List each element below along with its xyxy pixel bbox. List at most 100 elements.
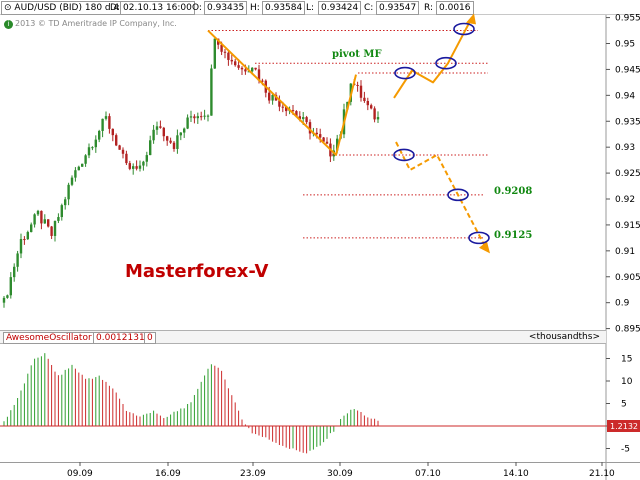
candle-body <box>193 116 196 119</box>
candle-body <box>70 177 74 185</box>
price-tick-label: 0.94 <box>615 91 635 101</box>
indicator-value: 0.0012131 <box>93 332 148 344</box>
price-tick-label: 0.915 <box>615 221 640 231</box>
bullish-arrowhead <box>466 13 476 25</box>
low-value: 0.93424 <box>318 1 362 15</box>
osc-tick-label: -5 <box>621 445 630 455</box>
candle-body <box>125 153 128 164</box>
price-tick-label: 0.935 <box>615 117 640 127</box>
candle-body <box>9 277 12 296</box>
candle-body <box>91 147 94 149</box>
candle-body <box>145 155 148 162</box>
high-label: H: <box>250 3 260 13</box>
candle-body <box>213 38 216 69</box>
candle-body <box>223 51 227 53</box>
candle-body <box>169 140 172 143</box>
candle-body <box>295 111 298 117</box>
close-value: 0.93547 <box>376 1 420 15</box>
price-tick-label: 0.92 <box>615 195 635 205</box>
candle-body <box>101 118 104 131</box>
range-label: R: <box>424 3 434 13</box>
candle-body <box>234 61 237 66</box>
candle-body <box>74 170 77 178</box>
candle-body <box>162 127 165 137</box>
price-axis-bg <box>606 15 640 480</box>
candle-body <box>33 214 36 225</box>
candle-body <box>43 219 46 224</box>
low-label: L: <box>306 3 315 13</box>
candle-body <box>166 136 169 141</box>
candle-body <box>159 126 162 128</box>
open-value: 0.93435 <box>204 1 248 15</box>
candle-body <box>183 128 186 133</box>
candle-body <box>278 100 281 107</box>
candle-body <box>302 117 305 119</box>
candle-body <box>373 108 376 120</box>
candle-body <box>298 116 301 119</box>
target-circle <box>393 148 415 162</box>
pivot-label: pivot MF <box>332 49 382 60</box>
candle-body <box>230 59 233 62</box>
candle-body <box>104 116 108 119</box>
candle-body <box>336 138 339 151</box>
candle-body <box>179 132 182 136</box>
osc-last-value-bg <box>607 420 640 432</box>
candle-body <box>305 117 308 123</box>
candle-body <box>186 117 189 129</box>
candle-body <box>254 67 257 70</box>
price-tick-label: 0.955 <box>615 14 640 24</box>
candle-body <box>57 217 60 221</box>
close-label: C: <box>364 3 374 13</box>
candle-body <box>240 67 244 70</box>
level-label: 0.9208 <box>494 186 532 197</box>
candle-body <box>176 135 179 149</box>
price-tick-label: 0.93 <box>615 143 635 153</box>
price-tick-label: 0.95 <box>615 40 635 50</box>
price-tick-label: 0.905 <box>615 273 640 283</box>
candle-body <box>220 44 223 52</box>
date-label: D: <box>110 3 120 13</box>
symbol-dropdown-icon[interactable]: ⊙ <box>4 3 12 13</box>
candle-body <box>84 155 87 164</box>
chart-header: ⊙ AUD/USD (BID) 180 d 4h D: 02.10.13 16:… <box>0 0 640 15</box>
candle-body <box>291 110 295 112</box>
time-tick-label: 30.09 <box>327 469 353 479</box>
price-tick-label: 0.925 <box>615 169 640 179</box>
info-icon[interactable]: i <box>4 20 13 29</box>
candle-body <box>2 297 6 303</box>
copyright-text: i 2013 © TD Ameritrade IP Company, Inc. <box>4 19 177 29</box>
candle-body <box>152 129 155 141</box>
candle-body <box>370 105 373 109</box>
candle-body <box>47 219 50 227</box>
candle-body <box>237 65 240 68</box>
candle-body <box>189 116 193 118</box>
candle-body <box>206 115 210 117</box>
candle-body <box>325 141 329 144</box>
time-tick-label: 07.10 <box>415 469 441 479</box>
candle-body <box>118 145 121 150</box>
range-value: 0.0016 <box>436 1 474 15</box>
time-tick-label: 16.09 <box>155 469 181 479</box>
candle-body <box>315 132 318 135</box>
candle-body <box>40 210 43 224</box>
candle-body <box>19 239 23 254</box>
candle-body <box>87 147 91 156</box>
osc-last-value: 1.2132 <box>610 422 638 431</box>
candle-body <box>142 161 145 166</box>
target-circle <box>468 231 490 245</box>
candle-body <box>138 165 142 169</box>
indicator-zero: 0 <box>144 332 156 344</box>
open-label: O: <box>192 3 202 13</box>
osc-tick-label: 5 <box>621 400 627 410</box>
candle-body <box>268 92 271 101</box>
target-circle <box>447 188 469 202</box>
time-tick-label: 23.09 <box>240 469 266 479</box>
candle-body <box>135 166 138 169</box>
candle-body <box>30 224 33 233</box>
candle-body <box>36 210 40 215</box>
indicator-name[interactable]: AwesomeOscillator <box>3 332 95 344</box>
copyright-label: 2013 © TD Ameritrade IP Company, Inc. <box>15 19 177 28</box>
high-value: 0.93584 <box>262 1 306 15</box>
symbol-field[interactable]: ⊙ AUD/USD (BID) 180 d 4h <box>1 1 128 15</box>
